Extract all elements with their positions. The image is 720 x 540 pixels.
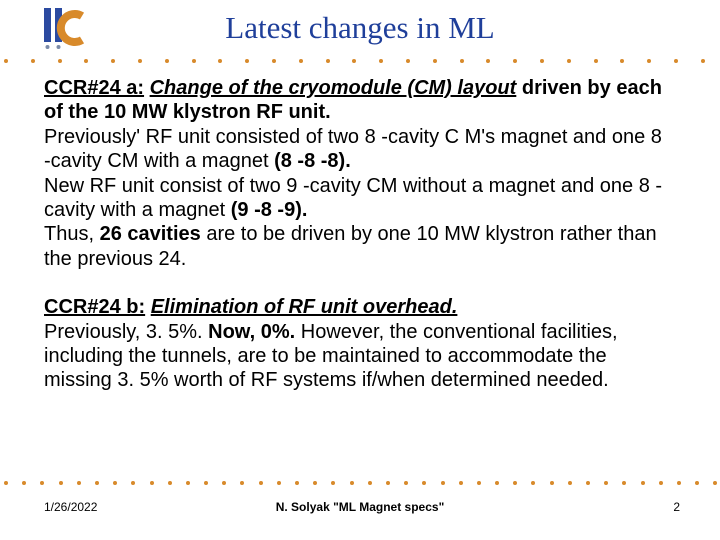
- dot: [277, 481, 281, 485]
- dot: [540, 59, 544, 63]
- ccr24b-line2b: Now, 0%.: [208, 321, 295, 343]
- dot: [111, 59, 115, 63]
- dot: [299, 59, 303, 63]
- dot: [674, 59, 678, 63]
- dot: [240, 481, 244, 485]
- footer-center: N. Solyak "ML Magnet specs": [0, 500, 720, 514]
- dot: [95, 481, 99, 485]
- dot: [218, 59, 222, 63]
- dots-top: [0, 56, 720, 66]
- dot: [406, 59, 410, 63]
- dot: [622, 481, 626, 485]
- content-area: CCR#24 a: Change of the cryomodule (CM) …: [44, 76, 674, 417]
- dot: [459, 481, 463, 485]
- dot: [386, 481, 390, 485]
- ccr24a-line4a: Thus,: [44, 223, 100, 245]
- dot: [59, 481, 63, 485]
- dot: [4, 59, 8, 63]
- dot: [567, 59, 571, 63]
- dot: [513, 59, 517, 63]
- ccr24b-heading: Elimination of RF unit overhead.: [151, 296, 458, 318]
- dot: [259, 481, 263, 485]
- ccr24a-line4b: 26 cavities: [100, 223, 201, 245]
- dot: [594, 59, 598, 63]
- ccr24a-heading: Change of the cryomodule (CM) layout: [150, 77, 517, 99]
- dot: [477, 481, 481, 485]
- dot: [460, 59, 464, 63]
- dot: [131, 481, 135, 485]
- dot: [40, 481, 44, 485]
- dot: [495, 481, 499, 485]
- dot: [77, 481, 81, 485]
- dot: [313, 481, 317, 485]
- dot: [165, 59, 169, 63]
- dot: [331, 481, 335, 485]
- dot: [677, 481, 681, 485]
- dot: [272, 59, 276, 63]
- ccr24b-label: CCR#24 b:: [44, 296, 145, 318]
- paragraph-ccr24a: CCR#24 a: Change of the cryomodule (CM) …: [44, 76, 674, 271]
- ccr24a-line2a: Previously' RF unit consisted of two 8 -…: [44, 126, 662, 172]
- dot: [647, 59, 651, 63]
- dot: [586, 481, 590, 485]
- dot: [641, 481, 645, 485]
- dot: [422, 481, 426, 485]
- dot: [22, 481, 26, 485]
- dot: [701, 59, 705, 63]
- dot: [620, 59, 624, 63]
- dot: [31, 59, 35, 63]
- dot: [326, 59, 330, 63]
- dot: [350, 481, 354, 485]
- dot: [245, 59, 249, 63]
- dot: [295, 481, 299, 485]
- dot: [168, 481, 172, 485]
- slide-title: Latest changes in ML: [0, 10, 720, 46]
- ccr24a-label: CCR#24 a:: [44, 77, 144, 99]
- dot: [84, 59, 88, 63]
- dot: [192, 59, 196, 63]
- dot: [695, 481, 699, 485]
- ccr24b-line2a: Previously, 3. 5%.: [44, 321, 208, 343]
- header: Latest changes in ML: [0, 0, 720, 70]
- dot: [204, 481, 208, 485]
- dot: [150, 481, 154, 485]
- ccr24a-line3a: New RF unit consist of two 9 -cavity CM …: [44, 175, 662, 221]
- dot: [352, 59, 356, 63]
- dots-bottom: [0, 478, 720, 488]
- dot: [568, 481, 572, 485]
- dot: [433, 59, 437, 63]
- dot: [222, 481, 226, 485]
- dot: [513, 481, 517, 485]
- paragraph-ccr24b: CCR#24 b: Elimination of RF unit overhea…: [44, 295, 674, 393]
- dot: [441, 481, 445, 485]
- dot: [186, 481, 190, 485]
- dot: [58, 59, 62, 63]
- dot: [404, 481, 408, 485]
- dot: [604, 481, 608, 485]
- slide: Latest changes in ML CCR#24 a: Change of…: [0, 0, 720, 540]
- ccr24a-line3b: (9 -8 -9).: [231, 199, 308, 221]
- dot: [486, 59, 490, 63]
- dot: [379, 59, 383, 63]
- dot: [713, 481, 717, 485]
- ccr24a-line2b: (8 -8 -8).: [274, 150, 351, 172]
- dot: [531, 481, 535, 485]
- dot: [4, 481, 8, 485]
- dot: [368, 481, 372, 485]
- dot: [550, 481, 554, 485]
- footer: 1/26/2022 N. Solyak "ML Magnet specs" 2: [0, 500, 720, 530]
- dot: [138, 59, 142, 63]
- footer-page-number: 2: [673, 500, 680, 514]
- dot: [659, 481, 663, 485]
- dot: [113, 481, 117, 485]
